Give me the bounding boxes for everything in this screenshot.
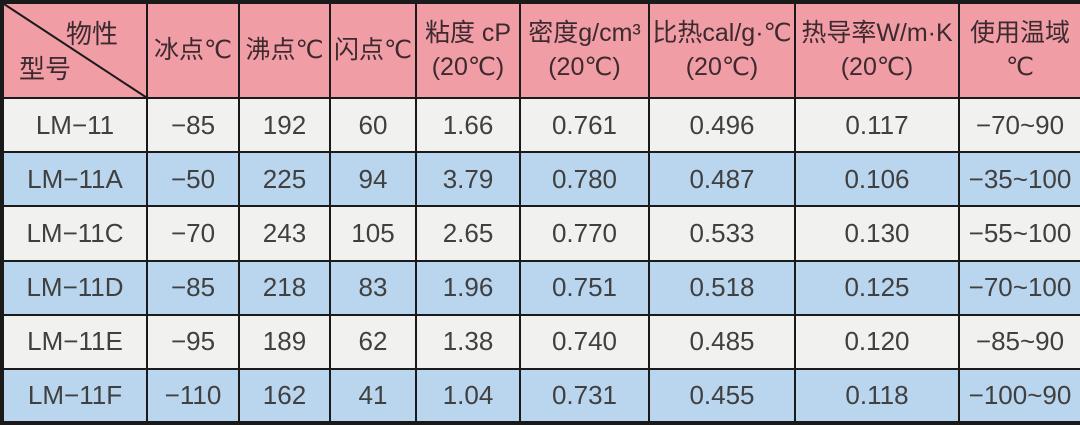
- table-cell: 41: [329, 367, 417, 425]
- model-cell: LM−11: [1, 97, 148, 154]
- table-cell: 1.38: [415, 313, 521, 370]
- table-row-lm-11c: LM−11C −70 243 105 2.65 0.770 0.533 0.13…: [1, 205, 1080, 262]
- table-cell: 0.731: [519, 367, 650, 425]
- model-cell: LM−11A: [1, 151, 148, 208]
- table-cell: 218: [238, 259, 331, 316]
- table-row-lm-11e: LM−11E −95 189 62 1.38 0.740 0.485 0.120…: [1, 313, 1080, 370]
- model-cell: LM−11C: [1, 205, 148, 262]
- table-cell: −100~90: [958, 367, 1080, 425]
- table-cell: 0.496: [648, 97, 796, 154]
- column-header-specific-heat: 比热cal/g·℃ (20℃): [648, 0, 796, 100]
- corner-model-label: 型号: [19, 54, 72, 85]
- table-cell: −95: [146, 313, 240, 370]
- table-cell: −70~100: [958, 259, 1080, 316]
- table-cell: −85: [146, 97, 240, 154]
- corner-property-label: 物性: [65, 19, 118, 49]
- table-cell: 1.66: [415, 97, 521, 154]
- table-cell: 0.118: [794, 367, 960, 425]
- table-cell: 0.117: [794, 97, 960, 154]
- table-cell: 162: [238, 367, 331, 425]
- table-cell: −35~100: [958, 151, 1080, 208]
- table-cell: 0.740: [519, 313, 650, 370]
- table-cell: 189: [238, 313, 331, 370]
- table-cell: 3.79: [415, 151, 521, 208]
- table-cell: 0.487: [648, 151, 796, 208]
- column-header-density: 密度g/cm³ (20℃): [519, 0, 650, 100]
- table-cell: 0.125: [794, 259, 960, 316]
- table-cell: 0.518: [648, 259, 796, 316]
- table-cell: 105: [329, 205, 417, 262]
- table-cell: 225: [238, 151, 331, 208]
- table-cell: −85~90: [958, 313, 1080, 370]
- table-cell: 83: [329, 259, 417, 316]
- table-cell: 192: [238, 97, 331, 154]
- table-cell: 94: [329, 151, 417, 208]
- table-cell: 0.780: [519, 151, 650, 208]
- model-cell: LM−11F: [1, 367, 148, 425]
- table-cell: 1.04: [415, 367, 521, 425]
- table-cell: 0.751: [519, 259, 650, 316]
- table-cell: 0.533: [648, 205, 796, 262]
- table-cell: −50: [146, 151, 240, 208]
- corner-header-cell: 物性 型号: [1, 0, 148, 100]
- table-cell: −70~90: [958, 97, 1080, 154]
- table-cell: −70: [146, 205, 240, 262]
- table-cell: −85: [146, 259, 240, 316]
- column-header-viscosity: 粘度 cP (20℃): [415, 0, 521, 100]
- table-row-lm-11f: LM−11F −110 162 41 1.04 0.731 0.455 0.11…: [1, 367, 1080, 425]
- diagonal-divider-line: [4, 4, 146, 97]
- table-cell: 0.770: [519, 205, 650, 262]
- table-cell: 1.96: [415, 259, 521, 316]
- column-header-freezing-point: 冰点℃: [146, 0, 240, 100]
- table-cell: 0.761: [519, 97, 650, 154]
- table-cell: 62: [329, 313, 417, 370]
- header-row: 物性 型号 冰点℃ 沸点℃ 闪点℃ 粘度 cP (20℃) 密度g/cm³ (20℃…: [1, 0, 1080, 100]
- table-row-lm-11a: LM−11A −50 225 94 3.79 0.780 0.487 0.106…: [1, 151, 1080, 208]
- column-header-boiling-point: 沸点℃: [238, 0, 331, 100]
- table-cell: 243: [238, 205, 331, 262]
- table-cell: 2.65: [415, 205, 521, 262]
- table-cell: 0.485: [648, 313, 796, 370]
- column-header-flash-point: 闪点℃: [329, 0, 417, 100]
- table-cell: −55~100: [958, 205, 1080, 262]
- table-cell: 0.120: [794, 313, 960, 370]
- table-row-lm-11: LM−11 −85 192 60 1.66 0.761 0.496 0.117 …: [1, 97, 1080, 154]
- table-cell: 60: [329, 97, 417, 154]
- table-cell: 0.130: [794, 205, 960, 262]
- table-row-lm-11d: LM−11D −85 218 83 1.96 0.751 0.518 0.125…: [1, 259, 1080, 316]
- column-header-thermal-conductivity: 热导率W/m·K (20℃): [794, 0, 960, 100]
- table-cell: 0.455: [648, 367, 796, 425]
- column-header-usage-temp-range: 使用温域 ℃: [958, 0, 1080, 100]
- table-cell: −110: [146, 367, 240, 425]
- table-cell: 0.106: [794, 151, 960, 208]
- model-cell: LM−11D: [1, 259, 148, 316]
- model-cell: LM−11E: [1, 313, 148, 370]
